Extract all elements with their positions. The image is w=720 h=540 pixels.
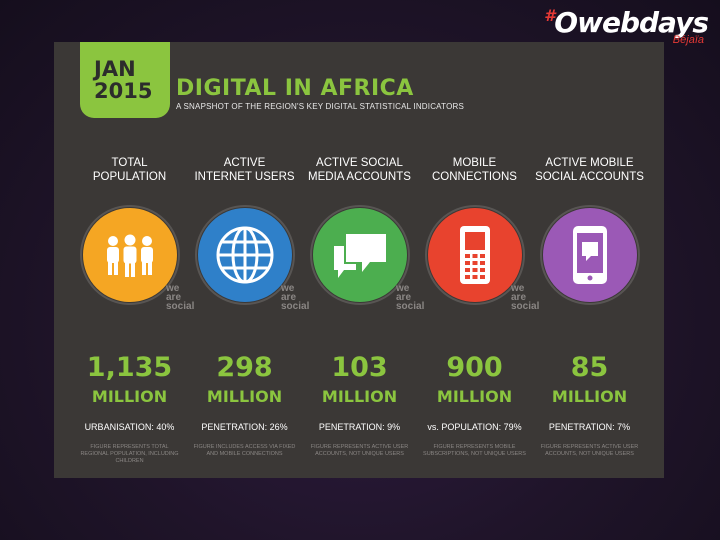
stat-value: 103 xyxy=(331,352,388,383)
page-subtitle: A SNAPSHOT OF THE REGION'S KEY DIGITAL S… xyxy=(176,102,465,111)
stat-label: ACTIVE SOCIAL MEDIA ACCOUNTS xyxy=(308,157,411,183)
date-badge: JAN 2015 xyxy=(80,42,170,118)
badge-year: 2015 xyxy=(94,79,153,103)
stat-secondary: PENETRATION: 7% xyxy=(548,422,631,432)
stat-value: 85 xyxy=(570,352,609,383)
watermark: we are social xyxy=(396,283,425,312)
stat-column-social-media: ACTIVE SOCIAL MEDIA ACCOUNTS we are social… xyxy=(302,156,424,458)
badge-month: JAN xyxy=(94,57,136,81)
watermark: we are social xyxy=(511,283,540,312)
stat-note: FIGURE REPRESENTS ACTIVE USER ACCOUNTS, … xyxy=(310,444,409,457)
stat-label: ACTIVE INTERNET USERS xyxy=(194,157,295,183)
infographic-card: JAN 2015 DIGITAL IN AFRICA A SNAPSHOT OF… xyxy=(54,42,664,478)
stat-note: FIGURE REPRESENTS MOBILE SUBSCRIPTIONS, … xyxy=(423,444,526,457)
stat-secondary: PENETRATION: 9% xyxy=(318,422,401,432)
stat-value: 298 xyxy=(216,352,273,383)
stat-column-internet-users: ACTIVE INTERNET USERS we are social 298 MI… xyxy=(187,156,310,458)
stat-secondary: vs. POPULATION: 79% xyxy=(427,422,522,432)
stat-unit: MILLION xyxy=(91,387,168,406)
stat-unit: MILLION xyxy=(206,387,283,406)
smartphone-chat-icon xyxy=(539,205,640,305)
webdays-logo: #Owebdays Béjaïa xyxy=(544,6,709,46)
stat-note: FIGURE INCLUDES ACCESS VIA FIXED AND MOB… xyxy=(193,444,296,457)
stat-note: FIGURE REPRESENTS TOTAL REGIONAL POPULAT… xyxy=(80,444,179,464)
watermark: we are social xyxy=(166,283,195,312)
stat-unit: MILLION xyxy=(436,387,513,406)
mobile-phone-icon xyxy=(424,205,525,305)
stat-label: MOBILE CONNECTIONS xyxy=(432,157,517,183)
stat-note: FIGURE REPRESENTS ACTIVE USER ACCOUNTS, … xyxy=(540,444,639,457)
stat-value: 900 xyxy=(446,352,503,383)
globe-icon xyxy=(194,205,295,305)
stat-secondary: URBANISATION: 40% xyxy=(84,422,175,432)
stat-unit: MILLION xyxy=(551,387,628,406)
stat-secondary: PENETRATION: 26% xyxy=(201,422,288,432)
stat-label: ACTIVE MOBILE SOCIAL ACCOUNTS xyxy=(535,157,644,183)
stat-column-mobile-social: ACTIVE MOBILE SOCIAL ACCOUNTS 85 MILLION… xyxy=(532,156,647,458)
stat-label: TOTAL POPULATION xyxy=(92,157,167,183)
stat-unit: MILLION xyxy=(321,387,398,406)
stat-column-population: TOTAL POPULATION we are social 1,135 MILLI… xyxy=(72,156,194,465)
logo-brand: Owebdays xyxy=(554,6,709,39)
stat-value: 1,135 xyxy=(86,352,173,383)
chat-bubbles-icon xyxy=(309,205,410,305)
logo-city: Béjaïa xyxy=(672,34,704,46)
people-icon xyxy=(79,205,180,305)
logo-hash: # xyxy=(544,6,555,25)
stat-column-mobile-connections: MOBILE CONNECTIONS we are social 900 MILLI… xyxy=(417,156,539,458)
page-title: DIGITAL IN AFRICA xyxy=(176,76,414,101)
watermark: we are social xyxy=(281,283,310,312)
